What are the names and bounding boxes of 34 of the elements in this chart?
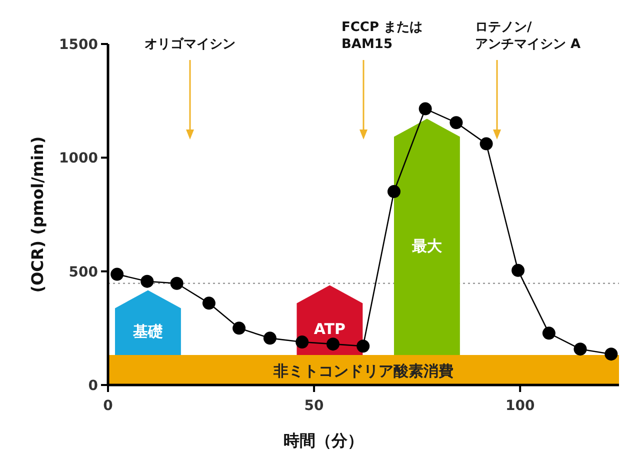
series-label: 最大	[410, 236, 443, 255]
point	[418, 102, 432, 116]
point	[263, 332, 276, 345]
point	[232, 322, 246, 335]
y-tick-label: 500	[68, 264, 98, 280]
point	[202, 296, 216, 310]
bar	[394, 118, 460, 355]
point	[170, 276, 184, 290]
y-tick-label: 0	[88, 378, 98, 394]
ref-line-label: オリゴマイシン	[144, 37, 236, 52]
point	[542, 326, 556, 340]
y-axis-title: (OCR) (pmol/min)	[28, 136, 47, 293]
band-label: 非ミトコンドリア酸素消費	[272, 362, 454, 380]
x-axis-title: 時間（分）	[284, 431, 364, 450]
point	[296, 336, 309, 349]
ref-line-label: FCCP または BAM15	[342, 20, 423, 52]
x-tick-label: 0	[103, 398, 114, 414]
point	[140, 274, 154, 288]
series-label: ATP	[314, 320, 346, 338]
point	[512, 264, 525, 277]
point	[574, 342, 587, 356]
series-label: 基礎	[132, 322, 163, 341]
point	[480, 137, 493, 150]
y-tick-label: 1500	[59, 37, 98, 53]
point	[110, 268, 124, 281]
ref-line-label: ロテノン/ アンチマイシン A	[475, 20, 581, 52]
point	[356, 340, 370, 353]
y-tick-label: 1000	[59, 150, 98, 167]
point	[604, 348, 618, 361]
x-tick-label: 100	[505, 398, 535, 414]
point	[387, 185, 400, 198]
x-tick-label: 50	[304, 398, 324, 414]
point	[326, 338, 340, 351]
point	[450, 116, 463, 130]
